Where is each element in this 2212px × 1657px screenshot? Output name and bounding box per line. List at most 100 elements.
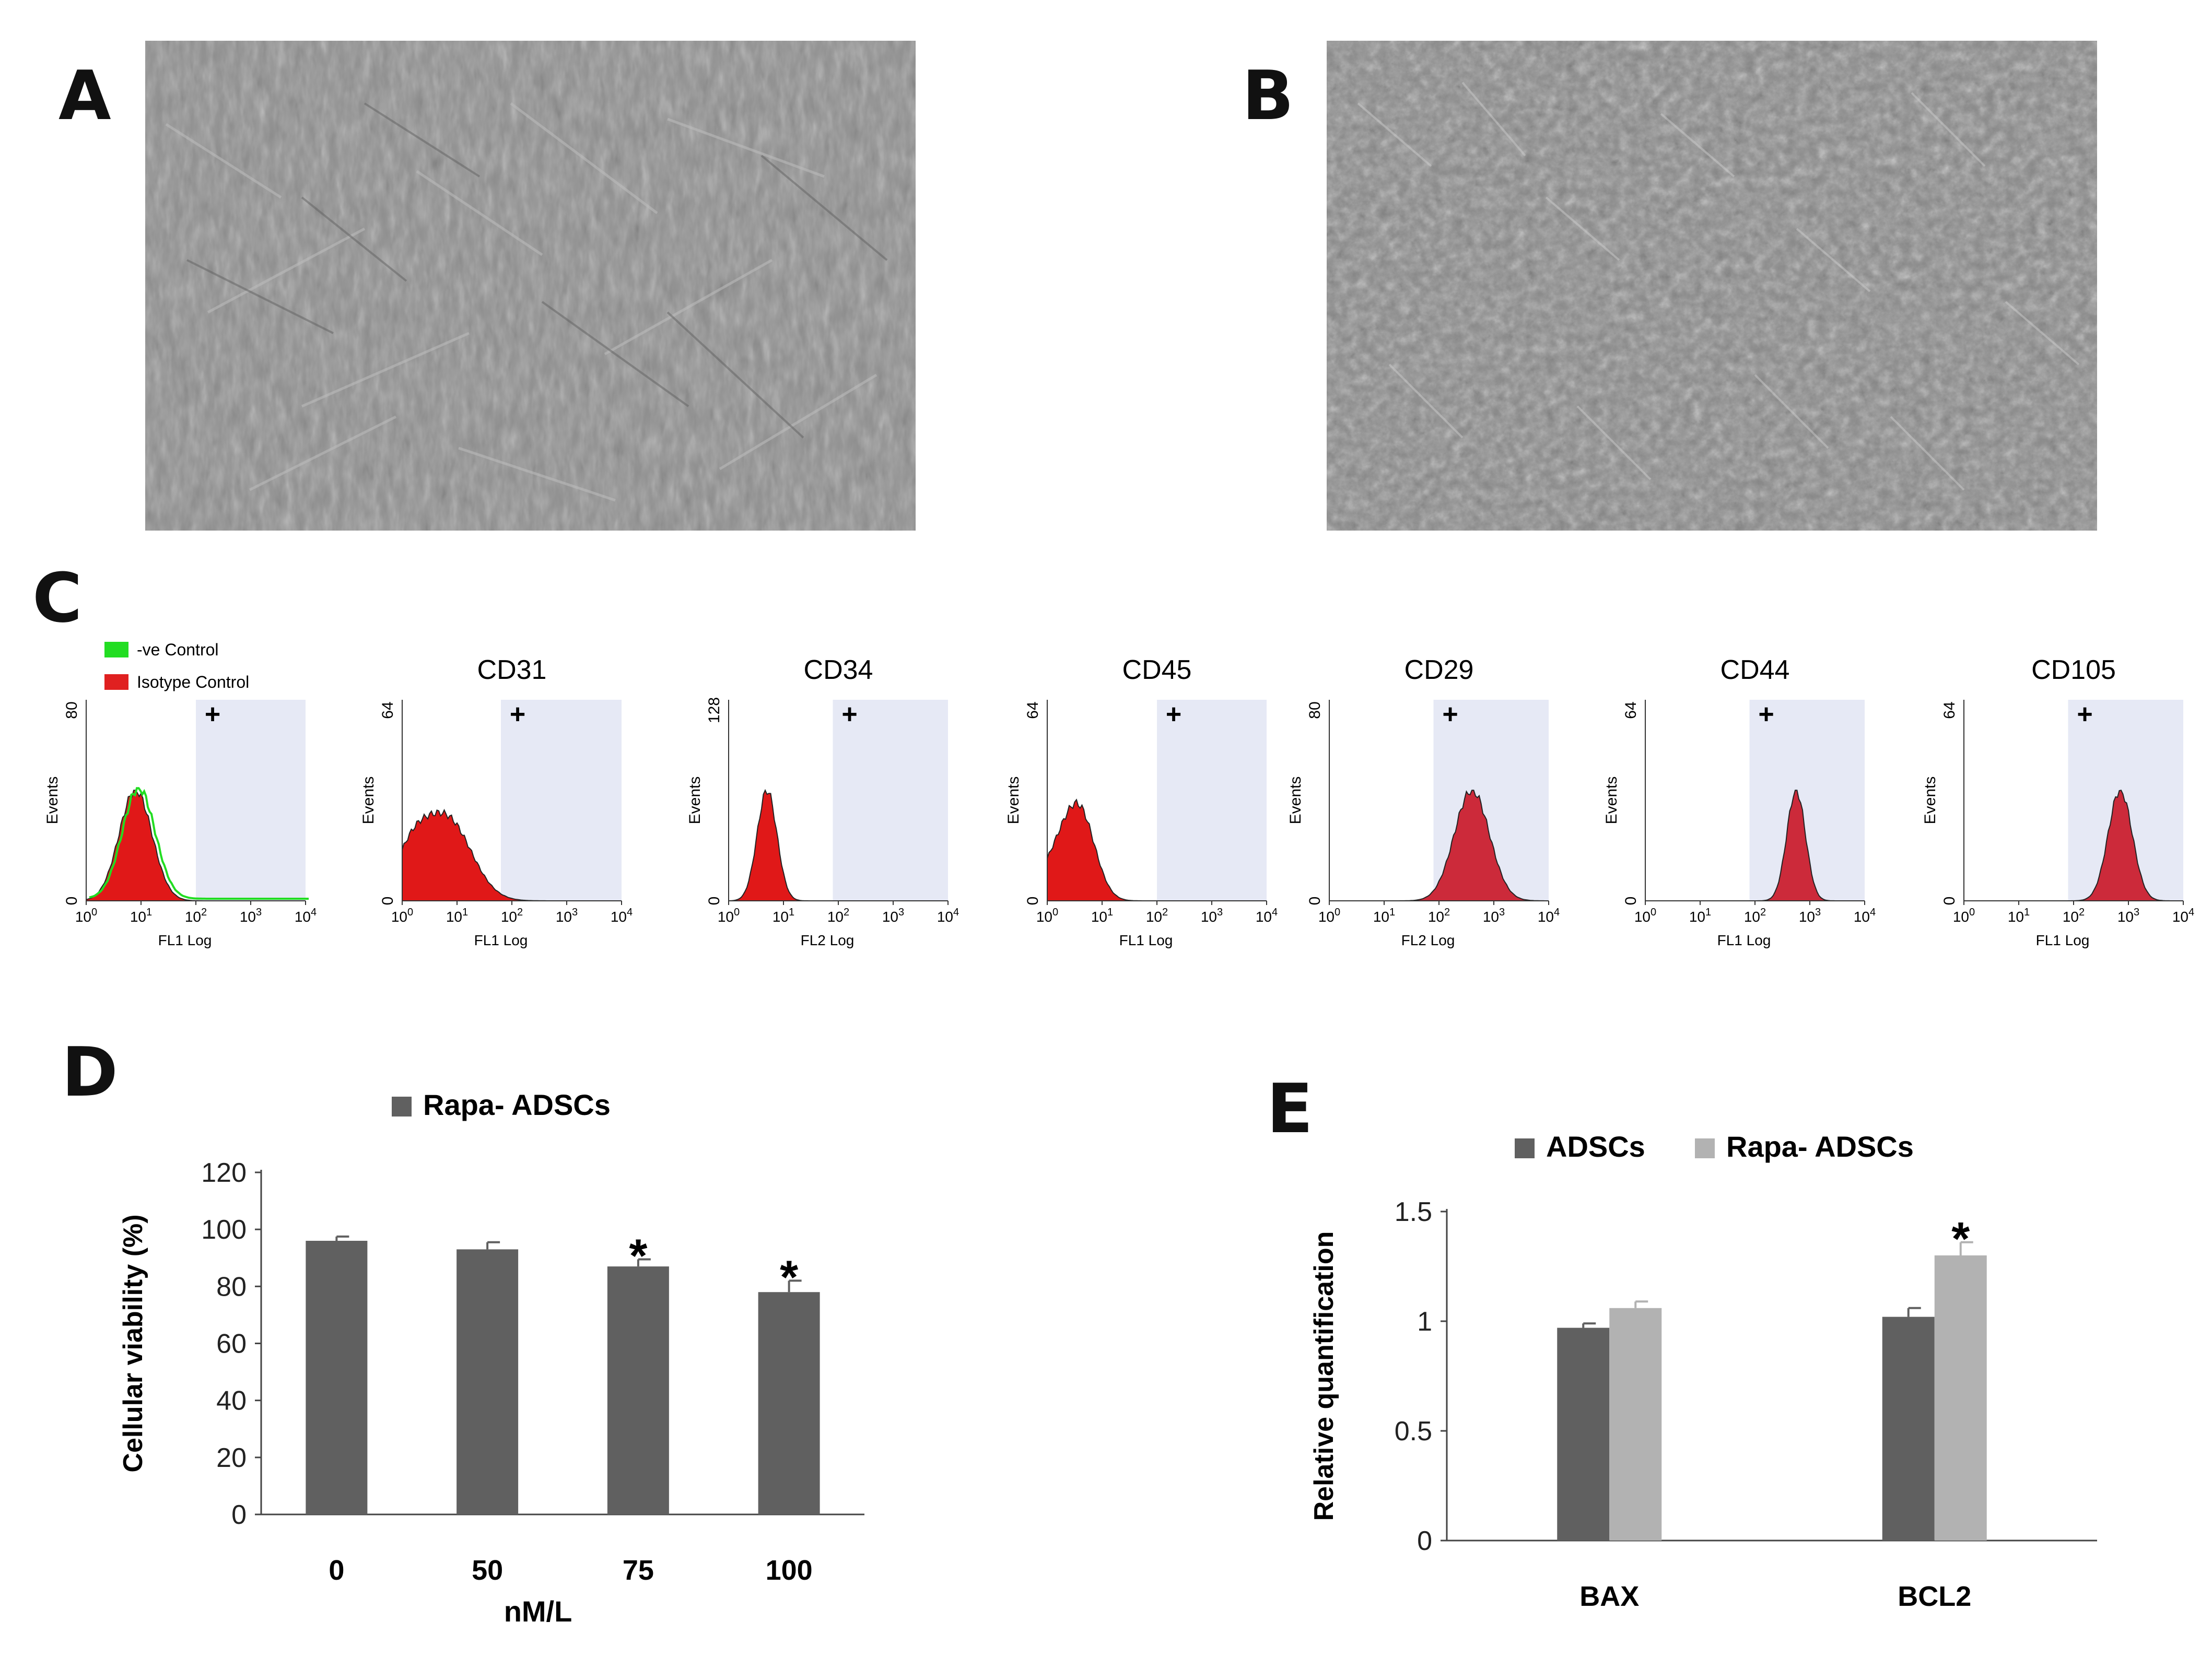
- x-axis-label: FL1 Log: [1717, 932, 1771, 948]
- legend-swatch: [1695, 1138, 1715, 1158]
- x-tick-label: 104: [937, 907, 959, 925]
- bar-adscs-bcl2: [1882, 1317, 1935, 1541]
- x-axis-label: FL1 Log: [2036, 932, 2090, 948]
- x-tick-label: 103: [882, 907, 904, 925]
- x-tick-label: 103: [2117, 907, 2139, 925]
- y-max-label: 80: [1306, 701, 1324, 719]
- x-tick-label: 100: [766, 1555, 813, 1586]
- chart-legend: ADSCs Rapa- ADSCs: [1515, 1130, 1914, 1163]
- marker-title: CD31: [477, 655, 547, 685]
- x-tick-label: 104: [2172, 907, 2194, 925]
- marker-title: CD45: [1122, 655, 1192, 685]
- x-tick-label: 100: [391, 907, 413, 925]
- positive-gate: [196, 700, 306, 901]
- legend-label: -ve Control: [137, 640, 219, 659]
- y-zero-label: 0: [379, 897, 396, 906]
- legend-label: Rapa- ADSCs: [1726, 1130, 1914, 1163]
- x-tick-label: 101: [1373, 907, 1395, 925]
- legend-swatch: [1515, 1138, 1535, 1158]
- x-tick-label: 101: [446, 907, 468, 925]
- flow-plot-1: +80 0 Events 100 101 102 103 104 FL1 Log: [44, 699, 317, 948]
- y-axis-label: Events: [1287, 777, 1304, 825]
- legend-label: ADSCs: [1546, 1130, 1645, 1163]
- flow-plot-4: +64 0 Events 100 101 102 103 104 FL1 Log CD45: [1005, 655, 1278, 948]
- y-tick-label: 20: [216, 1443, 247, 1473]
- x-tick-label: 102: [2063, 907, 2085, 925]
- bar-rapa-adscs-50: [457, 1249, 519, 1514]
- panel-label-c: C: [32, 558, 83, 638]
- gate-plus-label: +: [1166, 699, 1181, 730]
- y-max-label: 80: [63, 701, 80, 719]
- bar-rapa-adscs-100: [758, 1292, 820, 1514]
- legend-swatch: [104, 674, 128, 690]
- bar-adscs-bax: [1557, 1327, 1610, 1541]
- x-tick-label: 104: [611, 907, 633, 925]
- x-axis-label: FL2 Log: [1401, 932, 1455, 948]
- x-tick-label: 101: [1689, 907, 1711, 925]
- y-tick-label: 1: [1417, 1307, 1432, 1337]
- x-axis-label: FL2 Log: [801, 932, 855, 948]
- chart-legend: Rapa- ADSCs: [392, 1088, 611, 1121]
- y-tick-label: 120: [201, 1158, 247, 1188]
- gate-plus-label: +: [1758, 699, 1774, 730]
- y-tick-label: 100: [201, 1215, 247, 1245]
- y-zero-label: 0: [1024, 897, 1041, 906]
- y-tick-label: 0: [231, 1500, 247, 1530]
- panel-label-a: A: [58, 56, 111, 135]
- y-max-label: 128: [706, 697, 723, 723]
- x-tick-label: 100: [1634, 907, 1656, 925]
- y-axis-label: Events: [686, 777, 704, 825]
- x-tick-label: 101: [2008, 907, 2030, 925]
- x-tick-label: 100: [1036, 907, 1058, 925]
- x-tick-label: 102: [1744, 907, 1766, 925]
- x-tick-label: 100: [75, 907, 97, 925]
- y-zero-label: 0: [1306, 897, 1324, 906]
- x-tick-label: 100: [1318, 907, 1340, 925]
- significance-star: *: [629, 1230, 647, 1282]
- x-axis-label: FL1 Log: [1119, 932, 1173, 948]
- micrograph-a: [145, 41, 916, 531]
- x-tick-label: 104: [295, 907, 317, 925]
- y-tick-label: 1.5: [1395, 1197, 1432, 1227]
- panel-label-d: D: [62, 1032, 118, 1112]
- y-axis-label: Events: [44, 777, 61, 825]
- legend-swatch: [392, 1097, 412, 1117]
- y-max-label: 64: [1024, 701, 1041, 719]
- gate-plus-label: +: [2077, 699, 2092, 730]
- y-axis-label: Events: [1922, 777, 1939, 825]
- y-max-label: 64: [379, 701, 396, 719]
- panel-label-b: B: [1242, 56, 1294, 135]
- x-tick-label: 0: [329, 1555, 344, 1586]
- x-axis-label: nM/L: [504, 1595, 572, 1628]
- x-tick-label: 101: [130, 907, 152, 925]
- x-tick-label: 103: [556, 907, 578, 925]
- micrograph-a-image: [145, 41, 916, 531]
- flow-plot-7: +64 0 Events 100 101 102 103 104 FL1 Log CD105: [1922, 655, 2194, 948]
- viability-chart: Rapa- ADSCs 0 20 40 60 80 100 120 Cellular viabi…: [118, 1088, 864, 1628]
- y-tick-label: 40: [216, 1386, 247, 1416]
- x-tick-label: 104: [1538, 907, 1560, 925]
- x-tick-label: 100: [1953, 907, 1975, 925]
- y-axis-label: Events: [1603, 777, 1620, 825]
- x-tick-label: 103: [240, 907, 262, 925]
- y-axis-label: Relative quantification: [1309, 1231, 1339, 1521]
- y-axis-label: Cellular viability (%): [118, 1214, 148, 1472]
- x-tick-label: BAX: [1579, 1581, 1639, 1612]
- bar-rapa-adscs-75: [607, 1266, 669, 1514]
- x-axis-label: FL1 Log: [158, 932, 212, 948]
- flow-plot-6: +64 0 Events 100 101 102 103 104 FL1 Log CD44: [1603, 655, 1876, 948]
- flow-plot-5: +80 0 Events 100 101 102 103 104 FL2 Log CD29: [1287, 655, 1560, 948]
- marker-title: CD44: [1721, 655, 1790, 685]
- significance-star: *: [780, 1251, 798, 1303]
- x-tick-label: 101: [1091, 907, 1113, 925]
- x-tick-label: 102: [1146, 907, 1168, 925]
- gate-plus-label: +: [205, 699, 220, 730]
- marker-title: CD105: [2031, 655, 2116, 685]
- y-zero-label: 0: [63, 897, 80, 906]
- legend-swatch: [104, 642, 128, 657]
- bar-rapa-adscs-0: [306, 1241, 368, 1514]
- y-zero-label: 0: [1622, 897, 1640, 906]
- gate-plus-label: +: [841, 699, 857, 730]
- marker-title: CD29: [1405, 655, 1474, 685]
- y-zero-label: 0: [706, 897, 723, 906]
